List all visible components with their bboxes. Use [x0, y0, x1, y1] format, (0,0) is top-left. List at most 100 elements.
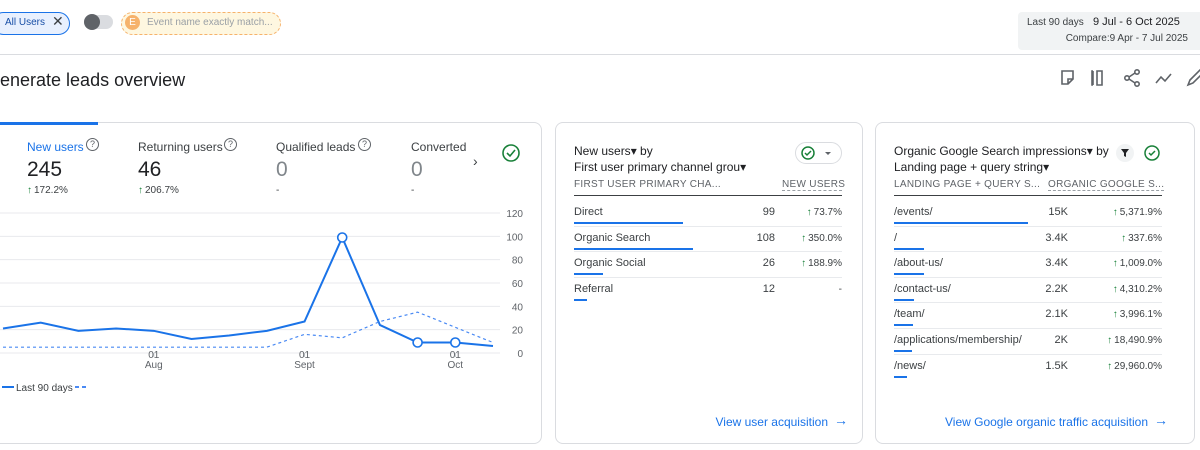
- event-filter: Event name exactly match...: [147, 17, 273, 28]
- row-label[interactable]: Direct: [574, 206, 603, 218]
- toolbar-icons: [1061, 68, 1200, 88]
- row-label[interactable]: /applications/membership/: [894, 334, 1022, 346]
- row-label[interactable]: /news/: [894, 359, 926, 372]
- row-bar: [574, 222, 684, 224]
- by: by: [1096, 144, 1109, 158]
- series-line: [3, 311, 494, 348]
- next-tab[interactable]: ›: [473, 153, 478, 169]
- row-value: 12: [762, 282, 775, 295]
- edit-icon[interactable]: [1186, 68, 1200, 87]
- column-header: ORGANIC GOOGLE S...: [1048, 179, 1165, 191]
- channel-card: [555, 122, 863, 444]
- tab-label[interactable]: Converted: [411, 140, 467, 154]
- row-divider: [894, 251, 1162, 253]
- card-dimension[interactable]: First user primary channel grou▾: [574, 160, 747, 174]
- tab-value: 245: [27, 158, 63, 181]
- row-value: 3.4K: [1045, 257, 1068, 270]
- status-chip[interactable]: [795, 142, 842, 164]
- row-change: 18,490.9%: [1082, 335, 1162, 346]
- y-tick-label: 100: [506, 232, 523, 243]
- tab-label[interactable]: New users: [27, 140, 84, 154]
- column-header: NEW USERS: [782, 179, 846, 191]
- tab-change: 206.7%: [138, 185, 179, 196]
- page-title: enerate leads overview: [0, 70, 186, 90]
- y-tick-label: 120: [506, 209, 523, 220]
- row-label[interactable]: /: [894, 231, 898, 244]
- row-value: 15K: [1048, 206, 1068, 218]
- row-divider: [574, 251, 842, 253]
- row-divider: [894, 327, 1162, 329]
- event-chip[interactable]: [121, 12, 281, 35]
- tab-label[interactable]: Qualified leads: [276, 140, 356, 154]
- row-divider: [894, 276, 1162, 278]
- card-link[interactable]: View user acquisition: [715, 415, 828, 429]
- row-divider: [574, 276, 842, 278]
- tab-value: 0: [411, 158, 423, 181]
- share-icon[interactable]: [1128, 72, 1136, 84]
- y-tick-label: 60: [512, 279, 524, 290]
- card-icons: [1116, 144, 1160, 162]
- x-tick-label: 01 Aug: [144, 350, 163, 371]
- compare-range: Compare:9 Apr - 7 Jul 2025: [1065, 33, 1188, 44]
- card-metric[interactable]: Organic Google Search impressions▾ by: [894, 144, 1109, 158]
- row-value: 3.4K: [1045, 231, 1068, 244]
- row-change: 73.7%: [762, 207, 842, 218]
- tab-change: -: [411, 185, 415, 196]
- link-arrow: →: [1154, 412, 1168, 428]
- row-label[interactable]: Organic Social: [574, 257, 646, 270]
- column-header: FIRST USER PRIMARY CHA...: [574, 179, 721, 190]
- row-change: 4,310.2%: [1082, 284, 1162, 295]
- active-tab-indicator: [0, 122, 98, 125]
- date-range: 9 Jul - 6 Oct 2025: [1093, 16, 1180, 28]
- card-dimension[interactable]: Landing page + query string▾: [894, 160, 1050, 174]
- date-picker[interactable]: [1018, 12, 1200, 50]
- row-value: 2K: [1054, 334, 1068, 346]
- row-change: 1,009.0%: [1082, 258, 1162, 269]
- row-label[interactable]: /events/: [894, 206, 933, 218]
- audience-chip[interactable]: [0, 12, 70, 35]
- metric: Organic Google Search impressions: [894, 144, 1087, 158]
- row-change: 5,371.9%: [1082, 207, 1162, 218]
- row-value: 2.2K: [1045, 282, 1068, 295]
- row-bar: [894, 298, 914, 301]
- row-value: 2.1K: [1045, 308, 1068, 321]
- tab-label[interactable]: Returning users: [138, 140, 223, 154]
- row-bar: [574, 273, 603, 276]
- row-change: 29,960.0%: [1082, 361, 1162, 372]
- row-label[interactable]: /contact-us/: [894, 282, 951, 295]
- point-marker: [336, 232, 348, 243]
- tab-value: 46: [138, 158, 162, 181]
- row-label[interactable]: /team/: [894, 308, 925, 321]
- insights-icon[interactable]: [1155, 73, 1172, 84]
- row-divider: [894, 353, 1162, 355]
- row-bar: [574, 247, 693, 250]
- row-bar: [894, 324, 913, 327]
- row-label[interactable]: Organic Search: [574, 231, 651, 244]
- row-divider: [894, 225, 1162, 227]
- toggle-knob: [84, 14, 100, 30]
- note-icon[interactable]: [1061, 70, 1074, 85]
- row-bar: [894, 247, 925, 250]
- legend-label: Last 90 days: [16, 383, 73, 394]
- x-tick-label: 01 Oct: [447, 350, 464, 371]
- row-bar: [894, 375, 908, 378]
- row-label[interactable]: Referral: [574, 282, 614, 295]
- row-bar: [894, 222, 1028, 224]
- card-link[interactable]: View Google organic traffic acquisition: [944, 415, 1148, 429]
- point-marker: [412, 337, 423, 348]
- status-icon: [502, 144, 520, 162]
- compare-icon[interactable]: [1091, 70, 1103, 86]
- row-change: 188.9%: [762, 258, 842, 269]
- row-bar: [894, 273, 925, 276]
- header-rule: [894, 195, 1162, 196]
- chart: 0 20 40 60 80 100 120 Last 90 days: [0, 209, 524, 394]
- close-icon[interactable]: ✕: [52, 13, 64, 29]
- tab-change: 172.2%: [27, 185, 68, 196]
- row-bar: [574, 298, 588, 301]
- tab-change: -: [276, 185, 280, 196]
- card-metric[interactable]: New users▾ by: [574, 144, 653, 158]
- row-label[interactable]: /about-us/: [894, 257, 943, 270]
- metric: New users: [574, 144, 631, 158]
- help-icon: ?: [86, 138, 99, 151]
- row-change: -: [838, 283, 842, 295]
